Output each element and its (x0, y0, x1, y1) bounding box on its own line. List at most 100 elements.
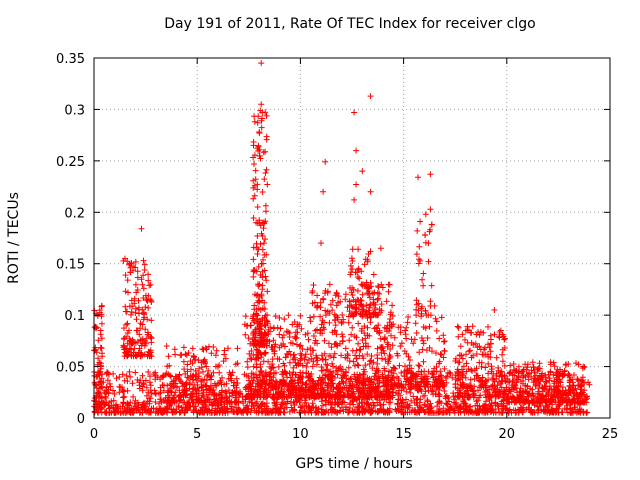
data-point (349, 246, 356, 253)
data-point (321, 326, 328, 333)
data-point (116, 374, 123, 380)
data-point (420, 358, 427, 365)
data-point (424, 397, 431, 404)
data-point (466, 348, 472, 355)
data-point (154, 374, 161, 381)
data-point (409, 383, 416, 390)
data-point (271, 394, 278, 401)
data-point (401, 348, 408, 355)
data-point (542, 378, 549, 385)
data-point (257, 341, 264, 348)
data-point (370, 399, 376, 406)
data-point (182, 404, 189, 410)
data-point (472, 402, 479, 409)
data-point (507, 362, 514, 369)
data-point (263, 317, 270, 324)
data-point (147, 395, 154, 402)
data-point (133, 289, 140, 296)
data-point (147, 333, 154, 340)
data-point (500, 333, 507, 340)
data-point (436, 360, 442, 367)
data-point (402, 363, 408, 370)
data-point (259, 274, 266, 281)
data-point (291, 351, 298, 358)
data-point (248, 375, 255, 381)
data-point (434, 403, 441, 410)
data-point (260, 225, 267, 232)
data-point (121, 377, 128, 384)
data-point (405, 353, 412, 360)
data-point (307, 351, 314, 358)
data-point (318, 376, 325, 383)
data-point (452, 358, 459, 364)
data-point (325, 382, 332, 389)
data-point (124, 330, 131, 336)
data-point (257, 155, 264, 162)
data-point (380, 375, 387, 382)
data-point (261, 176, 268, 183)
data-point (497, 369, 504, 376)
data-point (350, 388, 357, 395)
data-point (371, 289, 378, 296)
data-point (302, 392, 309, 399)
data-point (514, 394, 521, 401)
data-point (441, 348, 448, 355)
data-point (342, 406, 349, 413)
data-point (367, 93, 374, 100)
data-point (99, 384, 106, 391)
data-point (372, 402, 378, 409)
data-point (333, 364, 340, 371)
data-point (356, 275, 363, 282)
data-point (353, 355, 360, 362)
data-point (389, 382, 396, 389)
data-point (328, 344, 335, 351)
data-point (403, 370, 410, 377)
data-point (106, 380, 113, 387)
chart-title: Day 191 of 2011, Rate Of TEC Index for r… (164, 16, 536, 32)
data-point (203, 403, 210, 410)
data-point (559, 384, 566, 391)
data-point (285, 351, 292, 358)
data-point (212, 352, 219, 359)
data-point (381, 350, 388, 357)
data-point (255, 113, 262, 120)
data-point (420, 337, 427, 344)
data-point (381, 335, 388, 342)
data-point (104, 369, 111, 376)
data-point (234, 345, 241, 352)
data-point (136, 310, 143, 317)
data-point (561, 405, 568, 412)
data-point (171, 392, 178, 399)
data-point (335, 381, 342, 388)
data-point (486, 344, 493, 351)
data-point (194, 396, 200, 402)
data-point (381, 382, 388, 389)
data-point (244, 364, 251, 371)
data-point (126, 327, 132, 334)
data-point (417, 218, 424, 225)
data-point (469, 368, 476, 374)
data-point (473, 365, 480, 372)
data-point (229, 390, 236, 396)
data-point (437, 368, 444, 375)
data-point (380, 401, 387, 408)
data-point (524, 389, 530, 396)
data-point (359, 325, 365, 332)
data-point (277, 325, 284, 332)
data-point (250, 256, 257, 263)
data-point (406, 357, 413, 363)
data-point (280, 409, 287, 416)
data-point (147, 373, 153, 380)
data-point (528, 392, 535, 399)
data-point (291, 407, 298, 414)
data-point (411, 399, 418, 406)
data-point (226, 369, 233, 376)
data-point (310, 347, 317, 354)
data-point (191, 356, 198, 363)
data-point (476, 377, 483, 384)
data-point (362, 362, 369, 369)
data-point (367, 391, 374, 398)
data-point (390, 370, 397, 377)
x-tick-label: 0 (90, 427, 98, 442)
data-point (347, 302, 353, 309)
